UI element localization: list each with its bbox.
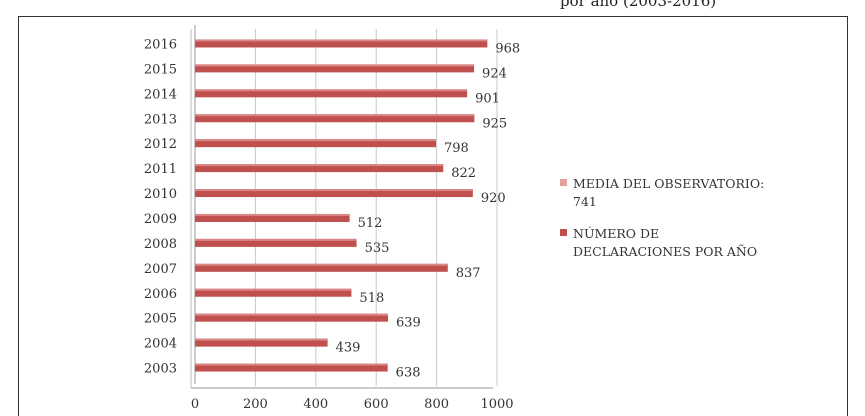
data-label: 518 [359,291,384,306]
y-tick-label: 2014 [144,87,177,102]
bar [195,313,388,322]
y-tick-label: 2012 [144,137,177,152]
data-label: 439 [336,341,361,356]
bar [195,89,468,98]
x-tick-label: 0 [191,397,199,412]
bar [195,363,388,372]
bar-highlight [195,263,448,266]
bar-highlight [195,338,328,341]
y-tick-label: 2006 [144,287,177,302]
bar [195,263,448,272]
y-tick-label: 2005 [144,312,177,327]
y-tick-label: 2010 [144,187,177,202]
data-label: 512 [358,216,383,231]
x-tick-label: 600 [364,397,389,412]
data-label: 925 [482,116,507,131]
bar-highlight [195,288,352,291]
bar [195,189,473,198]
caption-text: por año (2003-2016) [560,0,717,10]
data-label: 822 [451,166,476,181]
bar-highlight [195,313,388,316]
bar-highlight [195,164,444,167]
y-tick-label: 2007 [144,262,177,277]
legend-label-mean: MEDIA DEL OBSERVATORIO: 741 [573,176,765,209]
bar [195,164,444,173]
data-label: 638 [396,366,421,381]
bar [195,139,436,148]
bar [195,39,488,48]
y-tick-label: 2004 [144,337,177,352]
data-label: 901 [475,91,500,106]
bar [195,338,328,347]
y-tick-label: 2013 [144,112,177,127]
bar [195,64,475,73]
y-tick-label: 2011 [144,162,177,177]
y-tick-label: 2015 [144,62,177,77]
legend-item-mean: MEDIA DEL OBSERVATORIO: 741 [560,175,773,211]
data-label: 639 [396,316,421,331]
x-tick-label: 400 [303,397,328,412]
chart-frame [18,16,848,416]
bar-highlight [195,89,468,92]
bar-highlight [195,64,475,67]
x-tick-label: 1000 [480,397,513,412]
bar-highlight [195,139,436,142]
x-tick-label: 200 [243,397,268,412]
y-tick-label: 2009 [144,212,177,227]
bar [195,288,352,297]
bar-highlight [195,363,388,366]
data-label: 535 [365,241,390,256]
y-tick-label: 2008 [144,237,177,252]
legend-swatch-count [560,229,567,236]
x-tick-label: 800 [424,397,449,412]
bar [195,114,475,123]
bar-highlight [195,213,350,216]
data-label: 968 [495,41,520,56]
data-label: 924 [482,66,507,81]
y-tick-label: 2003 [144,362,177,377]
data-label: 798 [444,141,469,156]
legend-item-count: NÚMERO DE DECLARACIONES POR AÑO [560,225,773,261]
bar-highlight [195,189,473,192]
bar-highlight [195,114,475,117]
data-label: 920 [481,191,506,206]
bar-highlight [195,39,488,42]
legend-label-count: NÚMERO DE DECLARACIONES POR AÑO [573,226,758,259]
legend-swatch-mean [560,179,567,186]
bar-highlight [195,238,357,241]
data-label: 837 [456,266,481,281]
bar [195,213,350,222]
caption-fragment: por año (2003-2016) [0,0,865,14]
bar [195,238,357,247]
y-tick-label: 2016 [144,37,177,52]
